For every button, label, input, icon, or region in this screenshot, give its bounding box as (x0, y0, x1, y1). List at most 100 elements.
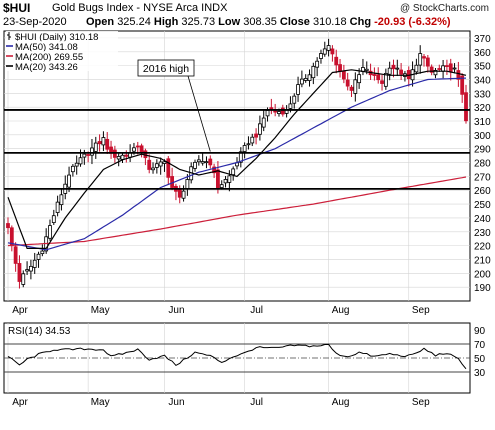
price-bar (17, 255, 22, 289)
annotation-text: 2016 high (143, 63, 189, 75)
chg-label: Chg (349, 16, 372, 28)
price-bar (322, 41, 327, 57)
price-bar-body (425, 57, 430, 67)
open-label: Open (86, 16, 115, 28)
low-value: 308.35 (243, 16, 277, 28)
price-bar-body (456, 70, 461, 80)
ma200-line (7, 176, 467, 247)
price-bar-body (86, 154, 91, 156)
price-bar (433, 67, 438, 79)
chart-instrument-name: Gold Bugs Index - NYSE Arca INDX (52, 2, 228, 14)
price-bar-body (32, 259, 37, 268)
price-bar-body (196, 159, 201, 163)
price-bar (196, 155, 201, 166)
price-bar-body (296, 84, 300, 95)
price-bar (74, 155, 79, 175)
legend-backdrop (6, 61, 118, 71)
price-bar (357, 68, 362, 89)
price-bar (147, 154, 152, 174)
price-bar (307, 69, 312, 87)
price-bar-body (353, 79, 358, 94)
legend-label: MA(20) 343.26 (15, 62, 78, 73)
price-bar-body (21, 273, 26, 285)
close-value: 310.18 (312, 16, 347, 28)
price-tick-label: 300 (474, 131, 491, 142)
price-bar-body (383, 73, 388, 87)
price-tick-label: 280 (474, 159, 491, 170)
price-bar (90, 138, 94, 165)
price-bar (464, 84, 468, 124)
price-bar-body (132, 147, 136, 152)
price-bar-body (460, 75, 465, 95)
price-bar-body (418, 53, 423, 66)
price-bar (25, 261, 29, 276)
price-bar (296, 76, 300, 102)
price-bar-body (338, 64, 342, 72)
rsi-x-tick-label: Aug (332, 397, 350, 408)
price-tick-label: 340 (474, 75, 491, 86)
price-bar (67, 166, 71, 193)
price-bar (345, 72, 350, 91)
price-bar-body (238, 151, 243, 163)
price-x-tick-label: May (91, 305, 110, 316)
price-bar-body (242, 145, 247, 152)
price-bar (254, 128, 258, 145)
price-bar (208, 155, 213, 169)
price-bar-body (319, 53, 323, 59)
price-bar-body (254, 133, 258, 138)
price-tick-label: 360 (474, 48, 491, 59)
rsi-tick-label: 50 (474, 354, 486, 365)
price-bar-body (257, 123, 262, 135)
price-bar-body (357, 74, 362, 84)
price-bar-body (135, 145, 140, 148)
legend-backdrop (6, 31, 118, 41)
price-bar-body (326, 45, 331, 51)
price-bar-body (200, 161, 205, 164)
price-tick-label: 230 (474, 228, 491, 239)
chg-value: -20.93 (-6.32%) (374, 16, 451, 28)
price-bar (32, 252, 37, 274)
price-bar-body (55, 201, 60, 213)
price-bar (105, 132, 110, 154)
price-bar-body (216, 169, 220, 190)
price-bar-body (261, 117, 266, 128)
price-bar (315, 57, 320, 77)
price-bar-body (116, 156, 121, 160)
price-bar-body (193, 161, 197, 169)
price-bar-body (154, 163, 159, 168)
price-bar-body (101, 137, 106, 146)
price-bar-body (322, 48, 327, 55)
price-bar-body (40, 250, 45, 255)
price-bar-body (151, 167, 155, 171)
rsi-x-tick-label: Apr (12, 397, 28, 408)
price-bar-body (395, 67, 400, 70)
price-tick-label: 310 (474, 117, 491, 128)
price-bar-body (120, 154, 125, 160)
rsi-tick-label: 30 (474, 368, 486, 379)
price-bar (97, 134, 102, 152)
price-bar-body (334, 56, 339, 66)
price-bar-body (277, 111, 281, 114)
price-bar (154, 159, 159, 174)
price-bar-body (181, 190, 186, 199)
price-bar-body (437, 68, 442, 70)
price-bar-body (105, 138, 110, 150)
price-bar (395, 59, 400, 77)
price-bar-body (139, 145, 144, 153)
price-bar-body (227, 175, 232, 183)
price-bar-body (162, 161, 167, 164)
price-bar (28, 259, 33, 280)
price-bar (452, 63, 457, 74)
price-bar (59, 188, 64, 211)
price-bar (101, 131, 106, 152)
price-bar-body (429, 66, 434, 73)
price-bar-body (307, 74, 312, 81)
price-bar (21, 270, 26, 288)
price-bar (418, 45, 423, 74)
ma50-line (7, 77, 467, 251)
price-bar (391, 59, 396, 78)
price-bar-body (74, 162, 79, 167)
price-x-tick-label: Aug (332, 305, 350, 316)
chart-symbol: $HUI (3, 1, 31, 15)
price-bar-body (97, 141, 102, 145)
